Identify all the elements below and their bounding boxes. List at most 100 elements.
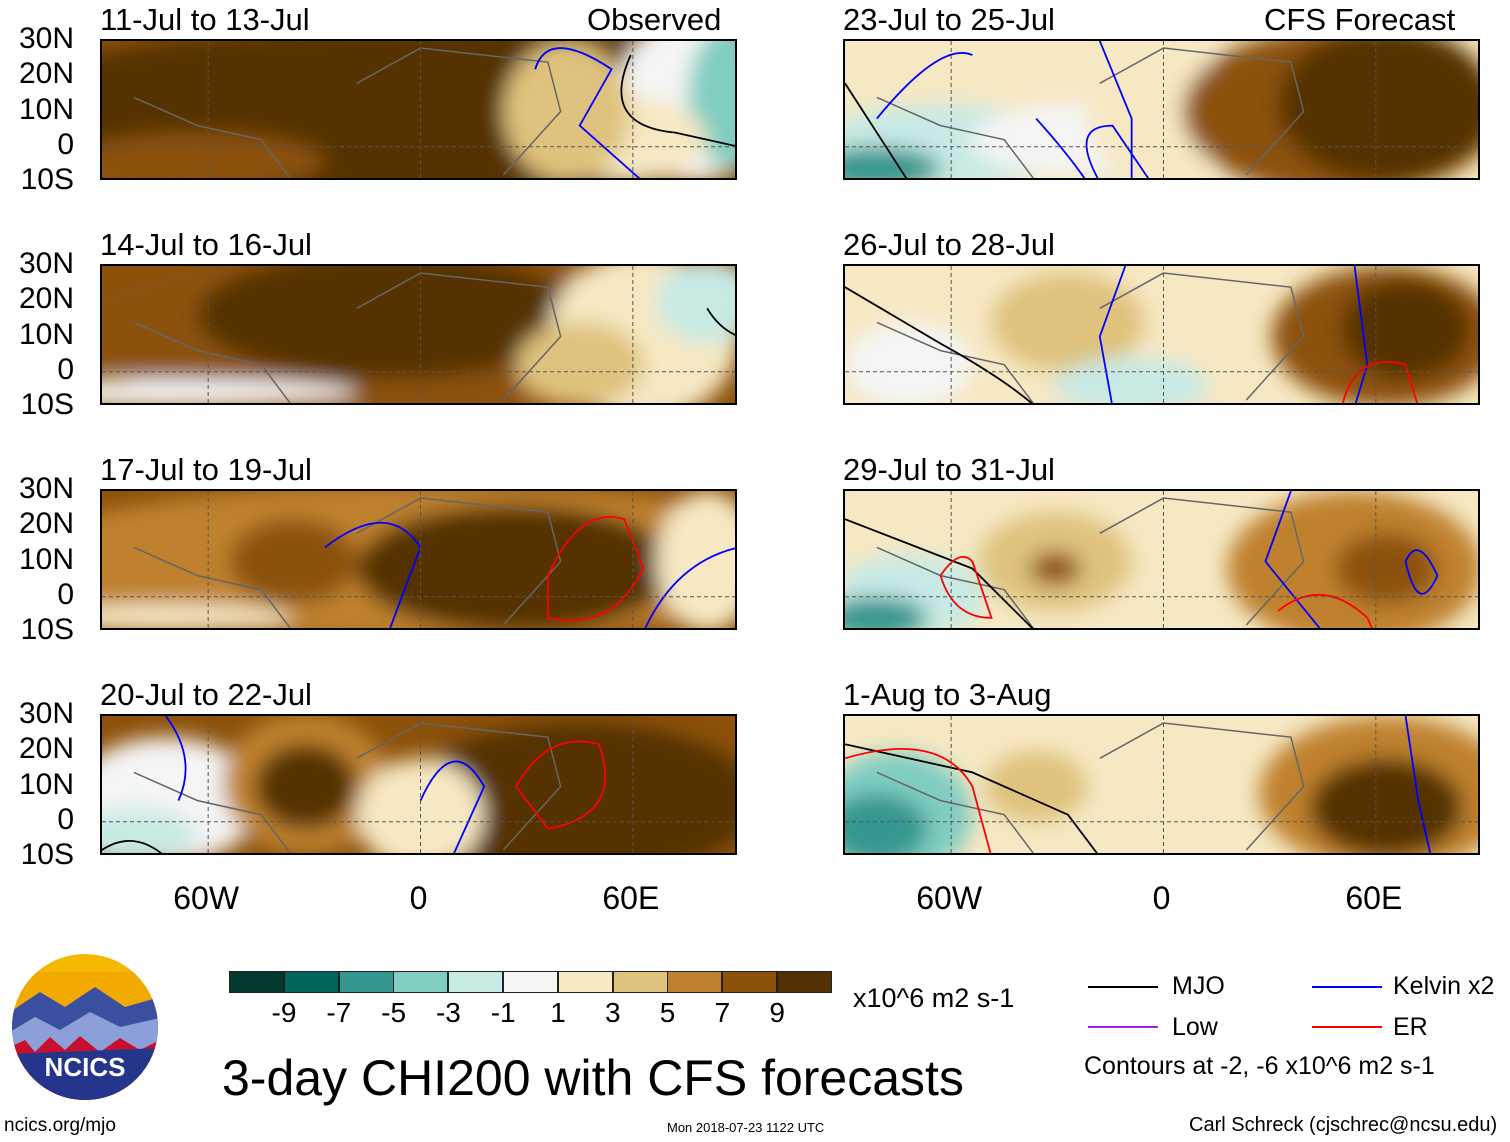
contour-line (1098, 41, 1133, 178)
ncics-logo: NCICS (10, 952, 160, 1107)
contour-line (164, 716, 187, 801)
observed-header: Observed (587, 2, 722, 37)
panel-title: 17-Jul to 19-Jul (100, 452, 312, 487)
contour-line (1342, 360, 1419, 403)
chi-anomaly-region (516, 322, 644, 403)
legend-line-mjo (1088, 986, 1158, 988)
legend-line-er (1312, 1026, 1382, 1028)
chi-anomaly-region (102, 378, 357, 403)
latitude-label: 20N (18, 282, 74, 316)
map-panel (100, 489, 737, 630)
longitude-label: 60W (916, 880, 983, 916)
chi-anomaly-region (229, 519, 357, 604)
legend-label-er: ER (1393, 1013, 1428, 1041)
chi-anomaly-region (102, 603, 294, 628)
colorbar-label: -1 (490, 997, 516, 1028)
colorbar-label: 1 (550, 997, 566, 1028)
contour-line (845, 82, 908, 178)
panel-title: 23-Jul to 25-Jul (843, 2, 1055, 37)
chi-anomaly-region (985, 751, 1088, 822)
contour-line (644, 547, 735, 628)
contour-line (534, 47, 641, 178)
colorbar-label: 5 (659, 997, 676, 1028)
footer-url: ncics.org/mjo (4, 1115, 116, 1136)
colorbar-swatch (283, 971, 339, 993)
contour-line (845, 743, 1098, 853)
chi-anomaly-region (1055, 357, 1209, 403)
latitude-label: 10S (20, 163, 74, 196)
latitude-label: 20N (18, 732, 74, 766)
coastline (133, 497, 562, 628)
longitude-label: 0 (409, 880, 428, 916)
contour-line (1085, 124, 1150, 178)
longitude-label: 0 (1152, 880, 1171, 916)
chi-anomaly-region (401, 723, 735, 853)
longitude-label: 60W (173, 880, 240, 916)
colorbar-swatch (667, 971, 723, 993)
map-panel (843, 264, 1480, 405)
contour-line (845, 518, 1034, 628)
legend-line-kelvin (1312, 986, 1382, 988)
contour-line (1035, 117, 1086, 178)
panel-title: 26-Jul to 28-Jul (843, 227, 1055, 262)
contour-note: Contours at -2, -6 x10^6 m2 s-1 (1084, 1052, 1435, 1080)
latitude-label: 10S (20, 613, 74, 646)
map-panel (100, 264, 737, 405)
coastline (876, 272, 1305, 403)
forecast-header: CFS Forecast (1264, 2, 1456, 37)
colorbar-label: 3 (605, 997, 621, 1028)
contour-line (620, 54, 735, 147)
latitude-label: 30N (18, 472, 74, 505)
latitude-label: 0 (57, 127, 74, 161)
panel-title: 11-Jul to 13-Jul (100, 2, 310, 37)
latitude-label: 10S (20, 388, 74, 421)
colorbar-label: -5 (381, 997, 407, 1028)
latitude-label: 0 (57, 577, 74, 611)
coastline (133, 47, 562, 178)
coastline (133, 272, 562, 403)
map-panel (843, 489, 1480, 630)
chi-anomaly-region (656, 491, 735, 628)
latitude-label: 10N (18, 767, 74, 801)
latitude-label: 30N (18, 22, 74, 55)
longitude-label: 60E (1345, 880, 1403, 916)
legend-label-low: Low (1172, 1013, 1218, 1041)
legend-label-mjo: MJO (1172, 972, 1225, 1000)
latitude-label: 30N (18, 247, 74, 280)
colorbar-swatch (612, 971, 668, 993)
colorbar-swatch (722, 971, 778, 993)
chi-anomaly-region (102, 132, 325, 178)
latitude-label: 20N (18, 57, 74, 91)
panel-title: 20-Jul to 22-Jul (100, 677, 312, 712)
panel-title: 1-Aug to 3-Aug (843, 677, 1052, 712)
contour-line (845, 748, 992, 853)
chi-anomaly-region (254, 744, 357, 829)
contour-line (1264, 491, 1321, 628)
contour-line (876, 52, 973, 120)
chi-anomaly-region (197, 266, 580, 379)
map-panel (100, 714, 737, 855)
colorbar-swatch (503, 971, 558, 993)
logo-text: NCICS (45, 1052, 126, 1082)
chi-anomaly-region (1310, 758, 1463, 853)
footer-author: Carl Schreck (cjschrec@ncsu.edu) (1189, 1114, 1498, 1136)
map-panel (843, 39, 1480, 180)
contour-line (1404, 549, 1439, 595)
chi-anomaly-region (1341, 280, 1470, 379)
contour-line (102, 839, 163, 853)
contour-line (324, 521, 422, 628)
coastline (876, 497, 1305, 628)
chi-anomaly-region (1335, 533, 1438, 604)
colorbar-label: 9 (769, 997, 785, 1028)
colorbar-units: x10^6 m2 s-1 (853, 983, 1015, 1013)
coastline (876, 722, 1305, 853)
colorbar-swatch (777, 971, 832, 993)
colorbar-swatch (338, 971, 394, 993)
contour-line (845, 286, 1033, 403)
longitude-label: 60E (602, 880, 660, 916)
main-title: 3-day CHI200 with CFS forecasts (222, 1050, 964, 1106)
latitude-label: 0 (57, 802, 74, 836)
chi-anomaly-region (1278, 41, 1478, 178)
colorbar-swatch (448, 971, 504, 993)
chi-anomaly-region (845, 322, 973, 403)
